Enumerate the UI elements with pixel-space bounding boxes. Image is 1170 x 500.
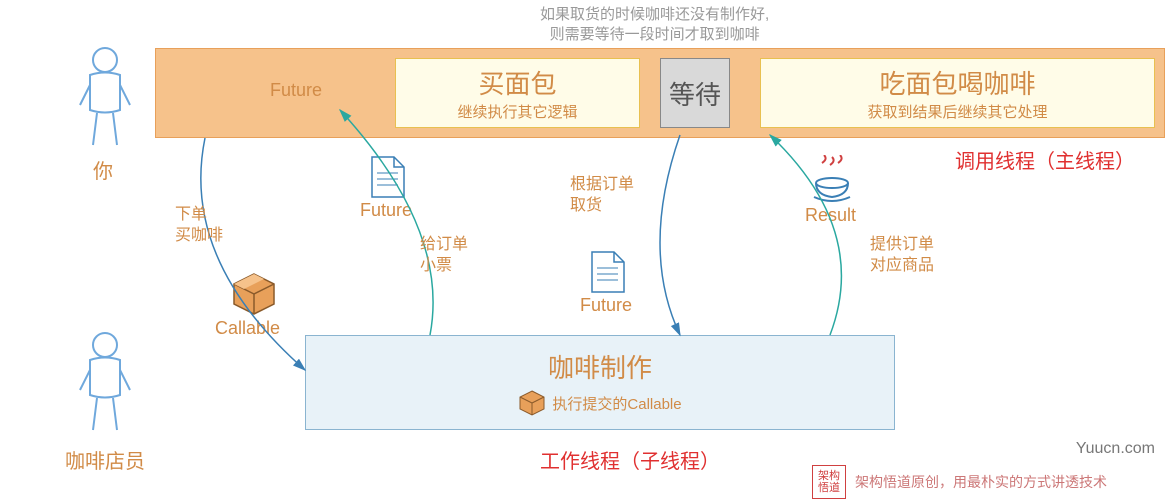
- arrows-layer: [0, 0, 1170, 500]
- arrow-label-provide: 提供订单 对应商品: [870, 235, 934, 277]
- arrow-label-ticket: 给订单 小票: [420, 235, 468, 277]
- site-watermark: Yuucn.com: [1076, 440, 1155, 458]
- stamp-icon: 架构 悟道: [812, 465, 846, 499]
- arrow-label-order: 下单 买咖啡: [175, 205, 223, 247]
- footer-tagline: 架构悟道原创，用最朴实的方式讲透技术: [855, 472, 1107, 492]
- arrow-label-pickup: 根据订单 取货: [570, 175, 634, 217]
